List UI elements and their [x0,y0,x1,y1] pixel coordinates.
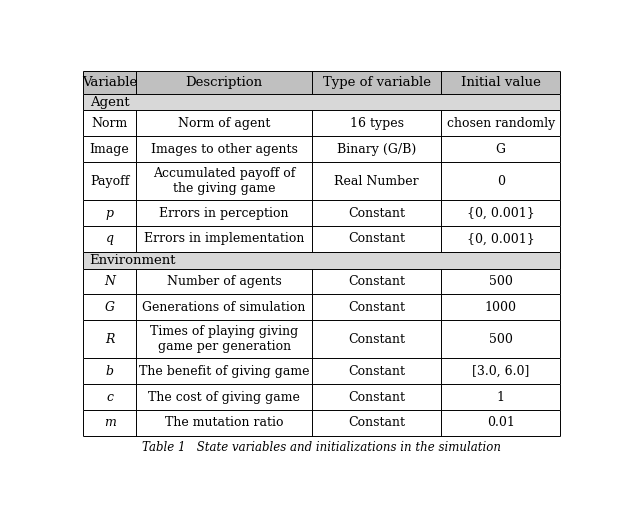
Text: 16 types: 16 types [350,117,404,130]
Text: Generations of simulation: Generations of simulation [143,301,306,314]
Bar [84,110,560,136]
Text: Errors in perception: Errors in perception [160,207,289,219]
Text: R: R [105,333,114,346]
Text: Constant: Constant [348,232,405,246]
Bar [84,358,560,384]
Text: 1000: 1000 [485,301,517,314]
Text: Constant: Constant [348,390,405,403]
Bar [84,162,560,200]
Text: Description: Description [185,76,263,89]
Text: Environment: Environment [90,254,176,267]
Text: Norm: Norm [92,117,127,130]
Text: Payoff: Payoff [90,175,129,188]
Text: Table 1   State variables and initializations in the simulation: Table 1 State variables and initializati… [143,441,501,453]
Bar [84,200,560,226]
Text: Accumulated payoff of
the giving game: Accumulated payoff of the giving game [153,167,295,195]
Text: Constant: Constant [348,275,405,288]
Text: 500: 500 [489,275,512,288]
Text: {0, 0.001}: {0, 0.001} [467,232,534,246]
Text: 0: 0 [497,175,505,188]
Text: Initial value: Initial value [461,76,541,89]
Text: Errors in implementation: Errors in implementation [144,232,304,246]
Bar [84,410,560,436]
Text: Type of variable: Type of variable [323,76,431,89]
Text: Constant: Constant [348,207,405,219]
Text: m: m [104,417,116,429]
Text: Norm of agent: Norm of agent [178,117,270,130]
Bar [84,269,560,295]
Bar [84,384,560,410]
Text: 500: 500 [489,333,512,346]
Text: chosen randomly: chosen randomly [447,117,555,130]
Text: q: q [106,232,114,246]
Text: The benefit of giving game: The benefit of giving game [139,365,310,378]
Text: 1: 1 [497,390,505,403]
Text: p: p [106,207,114,219]
Text: Number of agents: Number of agents [166,275,281,288]
Text: The cost of giving game: The cost of giving game [148,390,300,403]
Text: Constant: Constant [348,301,405,314]
Text: c: c [106,390,113,403]
Text: [3.0, 6.0]: [3.0, 6.0] [472,365,529,378]
Bar [84,295,560,320]
Bar [84,136,560,162]
Text: Constant: Constant [348,333,405,346]
Text: Images to other agents: Images to other agents [151,143,298,156]
Bar [84,252,560,269]
Bar [84,320,560,358]
Bar [84,94,560,110]
Bar [84,226,560,252]
Text: The mutation ratio: The mutation ratio [165,417,283,429]
Text: Variable: Variable [82,76,138,89]
Text: 0.01: 0.01 [487,417,515,429]
Text: Agent: Agent [90,96,129,108]
Text: Constant: Constant [348,417,405,429]
Text: Binary (G/B): Binary (G/B) [337,143,416,156]
Bar [312,71,441,94]
Bar [441,71,560,94]
Text: Image: Image [90,143,129,156]
Text: Times of playing giving
game per generation: Times of playing giving game per generat… [150,325,298,353]
Text: G: G [105,301,114,314]
Text: N: N [104,275,115,288]
Bar [84,71,136,94]
Text: b: b [106,365,114,378]
Bar [136,71,312,94]
Text: {0, 0.001}: {0, 0.001} [467,207,534,219]
Text: Constant: Constant [348,365,405,378]
Text: G: G [495,143,506,156]
Text: Real Number: Real Number [334,175,419,188]
